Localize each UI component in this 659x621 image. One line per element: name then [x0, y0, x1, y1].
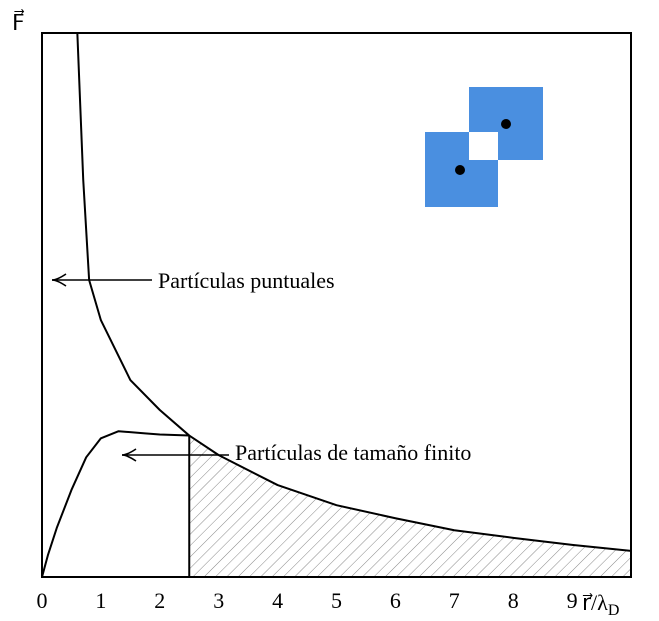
x-tick-label: 6 [390, 588, 401, 613]
x-tick-label: 8 [508, 588, 519, 613]
x-tick-label: 1 [95, 588, 106, 613]
x-axis-label: r⃗/λD [582, 590, 619, 616]
curve [42, 431, 189, 577]
x-tick-label: 5 [331, 588, 342, 613]
annotation: Partículas de tamaño finito [235, 440, 471, 465]
particle-icon [425, 87, 543, 207]
x-tick-label: 3 [213, 588, 224, 613]
x-tick-label: 9 [567, 588, 578, 613]
x-tick-label: 0 [37, 588, 48, 613]
annotation: Partículas puntuales [158, 268, 335, 293]
x-tick-label: 2 [154, 588, 165, 613]
chart: F⃗ r⃗/λD 0 1 2 3 4 5 6 7 8 9 Partículas puntuales P… [0, 0, 659, 616]
x-tick-label: 7 [449, 588, 460, 613]
y-axis-label: F⃗ [12, 9, 25, 35]
x-axis-label-sub: D [608, 602, 620, 616]
x-axis-label-main: r⃗/λ [582, 590, 608, 615]
x-tick-label: 4 [272, 588, 283, 613]
